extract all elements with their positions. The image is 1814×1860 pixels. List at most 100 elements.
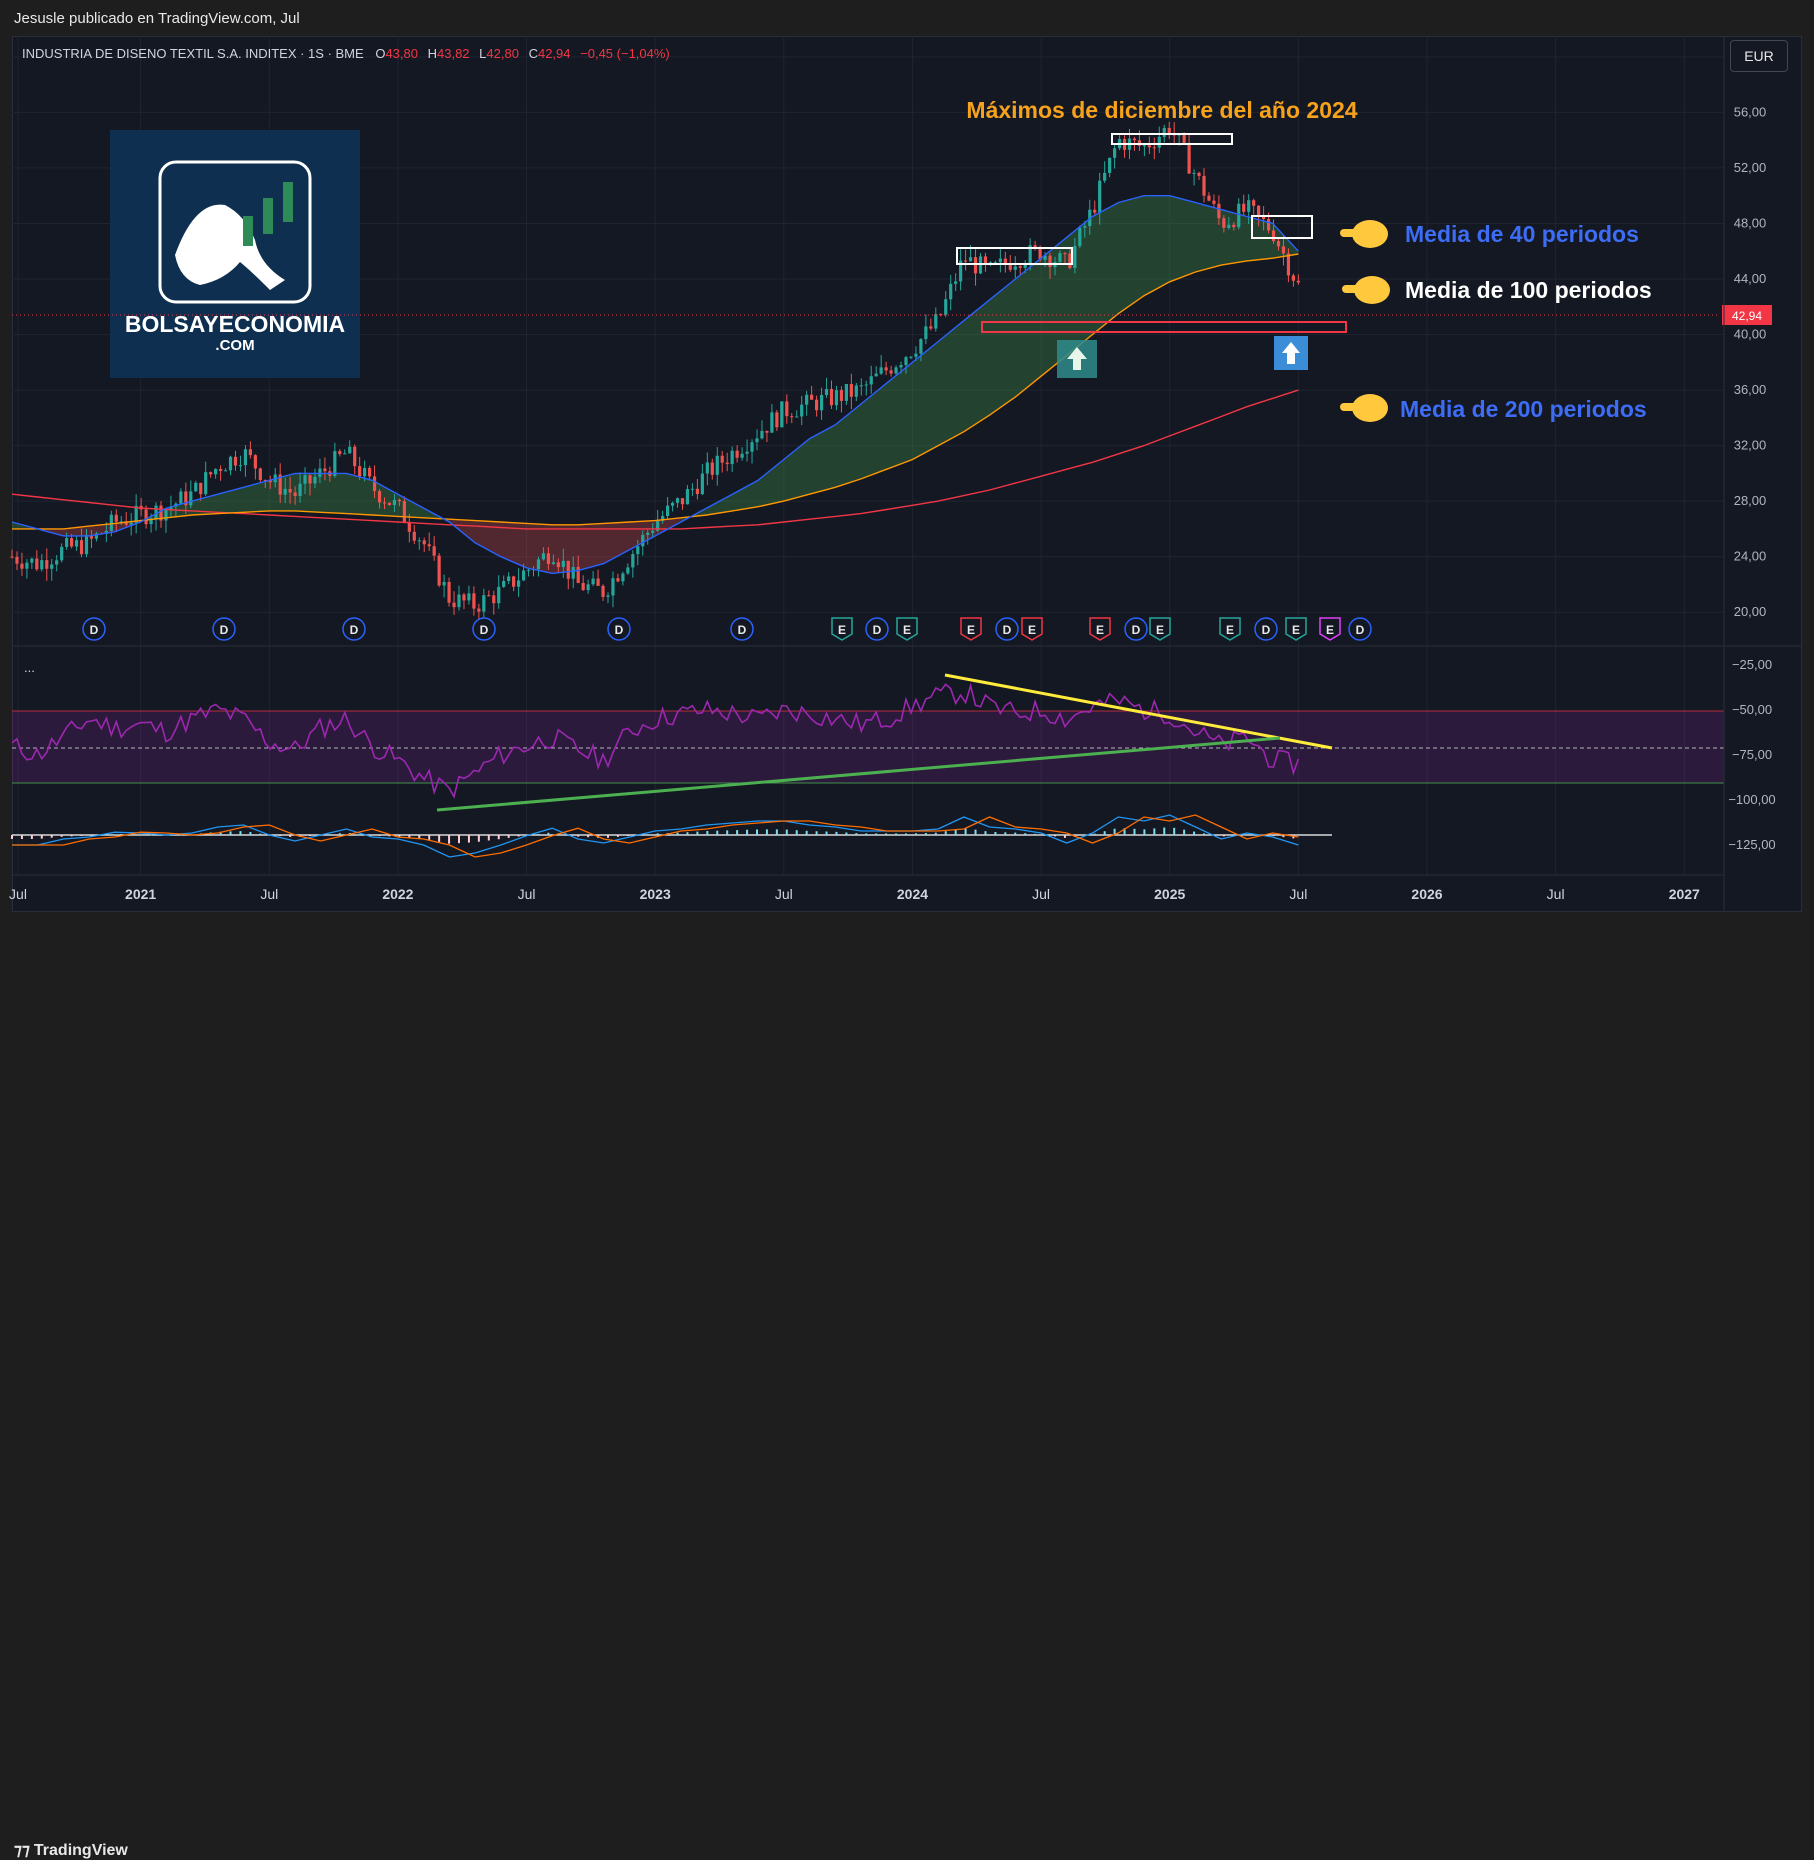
candle-body [333, 451, 337, 476]
candle-body [670, 502, 675, 506]
macd-bar [1014, 832, 1017, 835]
candle-body [790, 416, 794, 418]
candle-body [715, 455, 719, 475]
macd-bar [994, 831, 997, 835]
macd-bar [467, 835, 470, 843]
candle-body [462, 594, 466, 601]
event-label: D [220, 623, 229, 637]
event-label: E [1096, 623, 1104, 637]
price-chart[interactable]: INDUSTRIA DE DISENO TEXTIL S.A. INDITEX … [0, 0, 1814, 957]
candle-body [119, 521, 123, 523]
rsi-trendline-down [944, 673, 1333, 750]
candle-body [849, 384, 853, 397]
high-label: H [428, 46, 437, 61]
candle-body [164, 509, 168, 521]
last-price-label: 42,94 [1732, 309, 1762, 323]
candle-body [407, 522, 411, 532]
oscillator-axis[interactable]: −25,00 −50,00 −75,00 −100,00 −125,00 [1728, 657, 1775, 852]
candle-body [288, 488, 292, 493]
candle-body [1197, 172, 1201, 176]
macd-bar [616, 835, 619, 837]
candle-body [586, 584, 590, 591]
time-tick-label: 2026 [1411, 886, 1442, 902]
macd-bar [120, 833, 123, 835]
candle-body [417, 540, 421, 542]
macd-bar [1004, 832, 1007, 835]
currency-button[interactable]: EUR [1730, 40, 1788, 72]
candle-body [1232, 224, 1236, 228]
macd-bar [1113, 828, 1116, 835]
candle-body [149, 518, 153, 525]
macd-bar [1242, 834, 1245, 836]
macd-bar [40, 835, 43, 839]
macd-bar [150, 834, 153, 836]
candle-body [551, 562, 555, 564]
macd-bar [1252, 834, 1255, 836]
macd-bar [1063, 835, 1066, 838]
macd-bar [954, 829, 957, 835]
candle-body [626, 567, 630, 574]
candle-body [1192, 172, 1196, 174]
macd-bar [885, 833, 888, 835]
candle-body [780, 401, 784, 428]
candle-body [1132, 138, 1137, 141]
macd-bar [30, 835, 33, 839]
candle-body [959, 260, 963, 282]
published-caption: Jesusle publicado en TradingView.com, Ju… [14, 10, 300, 27]
candle-body [318, 468, 322, 477]
macd-bar [378, 835, 381, 837]
candle-body [1023, 263, 1027, 268]
candle-body [1013, 266, 1017, 270]
candle-body [800, 404, 804, 417]
event-marker: E [1089, 617, 1111, 641]
candle-body [313, 476, 317, 484]
candle-body [1187, 142, 1191, 174]
event-label: D [90, 623, 99, 637]
candle-body [621, 573, 625, 582]
price-tick-label: 32,00 [1734, 438, 1767, 453]
candle-body [367, 468, 372, 477]
time-axis[interactable]: Jul 2021 Jul 2022 Jul 2023 Jul 2024 Jul 2025 Jul 20… [9, 886, 1700, 902]
candle-body [497, 586, 501, 604]
candle-body [422, 540, 426, 545]
macd-bar [934, 832, 937, 835]
candle-body [914, 353, 918, 357]
macd-bar [696, 831, 699, 835]
tradingview-icon: ⁊⁊ [14, 1842, 30, 1859]
bull-icon [175, 204, 285, 290]
macd-bar [1173, 827, 1176, 835]
candle-body [1261, 215, 1266, 220]
price-tick-label: 44,00 [1734, 271, 1767, 286]
candle-body [596, 578, 600, 586]
event-marker: E [831, 617, 853, 641]
candle-body [536, 559, 541, 570]
pane-menu[interactable]: ... [24, 660, 35, 675]
price-axis[interactable]: 60,0056,0052,0048,0044,0040,0036,0032,00… [1734, 49, 1767, 619]
candle-body [894, 367, 898, 374]
candle-body [358, 466, 362, 477]
candle-body [1043, 255, 1047, 260]
candle-body [760, 430, 764, 439]
candle-body [452, 602, 456, 608]
event-marker: E [1285, 617, 1307, 641]
candle-body [611, 578, 615, 596]
price-tick-label: 56,00 [1734, 104, 1767, 119]
support-box [981, 321, 1347, 333]
macd-bar [865, 833, 868, 835]
candle-body [124, 521, 128, 525]
candle-body [829, 388, 834, 406]
macd-bar [1222, 835, 1225, 837]
candle-body [1217, 203, 1221, 219]
macd-bar [140, 834, 143, 836]
macd-bar [1024, 833, 1027, 835]
candle-body [492, 595, 496, 604]
candle-body [303, 475, 307, 484]
macd-bar [249, 832, 252, 835]
candle-body [795, 416, 799, 418]
macd-bar [815, 831, 818, 835]
macd-bar [60, 835, 63, 837]
macd-bar [418, 835, 421, 839]
candle-body [437, 555, 441, 586]
candle-body [879, 367, 883, 374]
macd-bar [1183, 829, 1186, 835]
